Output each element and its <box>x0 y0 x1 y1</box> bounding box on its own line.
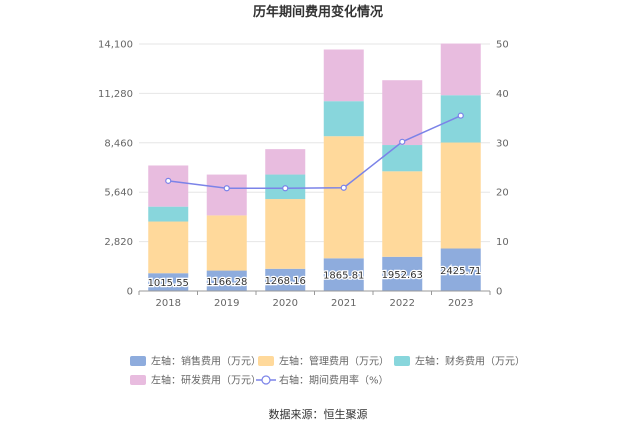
left-tick-label: 2,820 <box>104 237 133 248</box>
x-tick-label: 2022 <box>390 298 415 309</box>
bar-segment <box>323 101 364 137</box>
left-tick-label: 0 <box>127 287 133 298</box>
legend-label: 左轴：管理费用（万元） <box>279 355 389 368</box>
rate-point <box>282 185 289 192</box>
rate-line-path <box>168 114 462 189</box>
bar-data-label: 1015.55 <box>148 278 189 289</box>
chart-title: 历年期间费用变化情况 <box>253 4 383 20</box>
rate-point <box>340 184 347 191</box>
x-tick-label: 2021 <box>331 298 356 309</box>
bar-segment <box>382 145 423 172</box>
legend-item[interactable]: 左轴：财务费用（万元） <box>394 355 525 368</box>
bar-data-label: 1268.16 <box>265 276 306 287</box>
bar-segment <box>206 174 247 216</box>
left-tick-label: 11,280 <box>98 89 133 100</box>
legend[interactable]: 左轴：销售费用（万元） 左轴：管理费用（万元） 左轴：财务费用（万元） 左轴：研发费用… <box>130 355 525 387</box>
bar-segment <box>148 221 189 274</box>
bar-segment <box>323 258 364 291</box>
legend-swatch <box>258 356 274 366</box>
left-axis-ticks: 0 2,820 5,640 8,460 11,280 14,100 <box>98 40 133 298</box>
bar-data-label: 1865.81 <box>323 271 364 282</box>
legend-item[interactable]: 右轴：期间费用率（%） <box>256 374 389 387</box>
grid-lines <box>139 43 490 243</box>
legend-label: 左轴：销售费用（万元） <box>151 355 261 368</box>
legend-label: 左轴：财务费用（万元） <box>415 355 525 368</box>
legend-marker <box>261 375 271 385</box>
legend-item[interactable]: 左轴：研发费用（万元） <box>130 374 261 387</box>
x-tick-label: 2019 <box>214 298 239 309</box>
right-tick-label: 30 <box>496 138 509 149</box>
bar-segment <box>148 273 189 291</box>
bar-segment <box>323 136 364 259</box>
rate-point <box>399 138 406 145</box>
bar-segment <box>265 268 306 291</box>
right-tick-label: 20 <box>496 188 509 199</box>
x-tick-label: 2023 <box>448 298 473 309</box>
right-tick-label: 10 <box>496 237 509 248</box>
bar-segment <box>382 80 423 146</box>
bar-data-labels: 1015.55 1166.28 1268.16 1865.81 1952.63 2425.… <box>146 265 482 291</box>
rate-point <box>223 185 230 192</box>
bar-segment <box>148 206 189 222</box>
bar-segment <box>382 256 423 291</box>
right-tick-label: 0 <box>496 287 502 298</box>
bar-segment <box>440 142 481 249</box>
rate-line <box>165 112 464 192</box>
bar-segment <box>265 149 306 175</box>
bar-segment <box>323 49 364 102</box>
bar-segment <box>440 248 481 291</box>
right-tick-label: 50 <box>496 40 509 51</box>
left-tick-label: 14,100 <box>98 40 133 51</box>
x-tick-label: 2018 <box>156 298 181 309</box>
source-note: 数据来源：恒生聚源 <box>269 407 368 421</box>
bars <box>148 43 481 291</box>
legend-item[interactable]: 左轴：销售费用（万元） <box>130 355 261 368</box>
legend-swatch <box>394 356 410 366</box>
legend-label: 左轴：研发费用（万元） <box>151 374 261 387</box>
left-tick-label: 5,640 <box>104 188 133 199</box>
right-tick-label: 40 <box>496 89 509 100</box>
right-axis-ticks: 0 10 20 30 40 50 <box>496 40 509 298</box>
bar-data-label: 1166.28 <box>206 277 247 288</box>
legend-label: 右轴：期间费用率（%） <box>279 374 389 387</box>
x-tick-label: 2020 <box>273 298 298 309</box>
bar-segment <box>206 215 247 271</box>
bar-data-label: 2425.71 <box>440 266 481 277</box>
legend-swatch <box>130 356 146 366</box>
bar-segment <box>382 171 423 257</box>
x-axis-ticks: 2018 2019 2020 2021 2022 2023 <box>138 291 491 309</box>
bar-data-label: 1952.63 <box>382 270 423 281</box>
bar-segment <box>440 43 481 96</box>
bar-segment <box>148 165 189 207</box>
bar-segment <box>206 270 247 291</box>
legend-item[interactable]: 左轴：管理费用（万元） <box>258 355 389 368</box>
rate-point <box>457 112 464 119</box>
left-tick-label: 8,460 <box>104 138 133 149</box>
legend-swatch <box>130 375 146 385</box>
bar-segment <box>265 199 306 269</box>
rate-point <box>165 177 172 184</box>
bar-segment <box>440 95 481 143</box>
